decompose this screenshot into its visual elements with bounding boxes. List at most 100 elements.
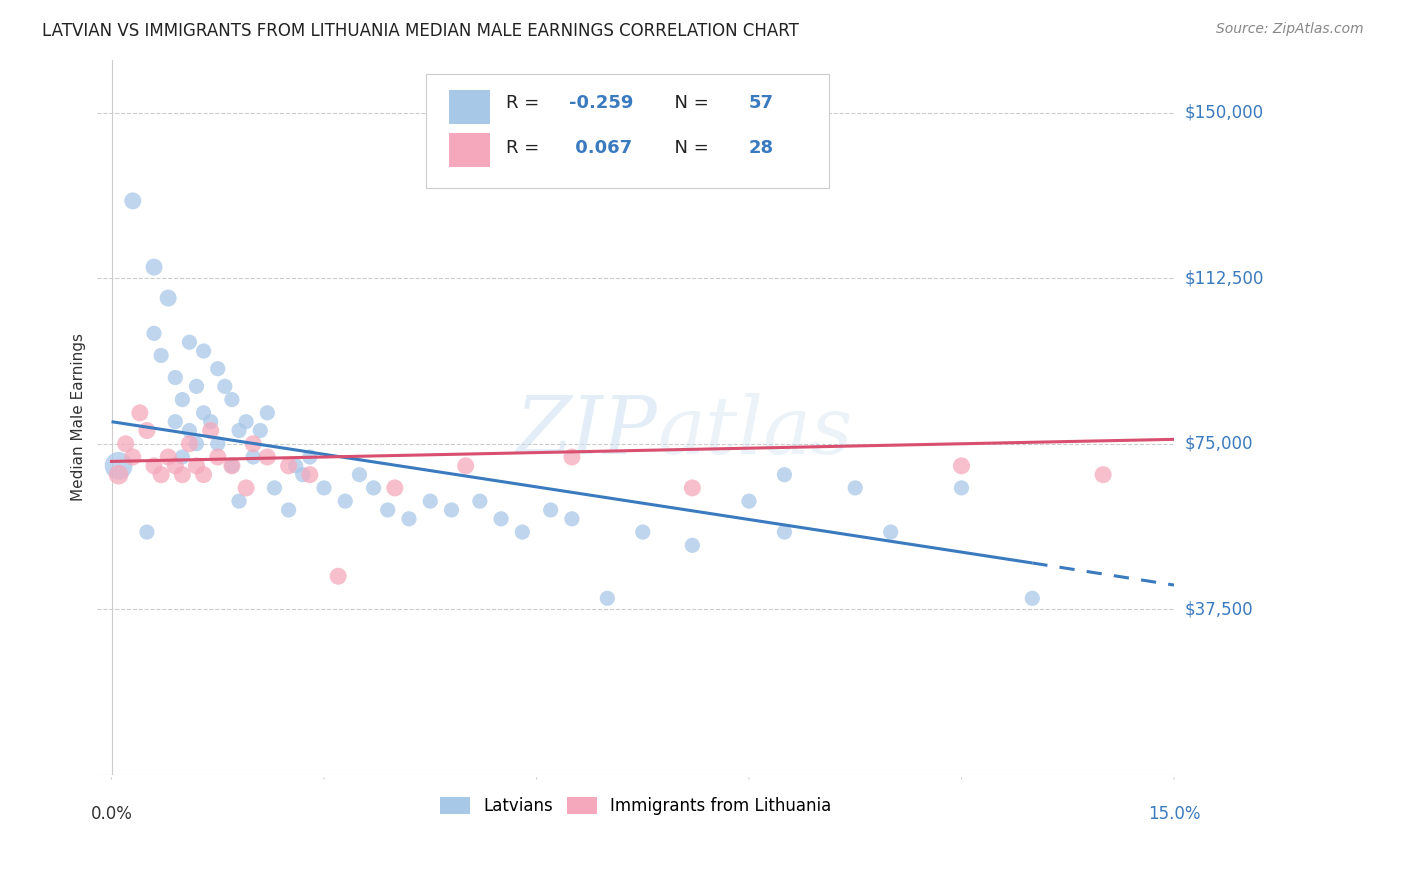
Text: N =: N = — [662, 94, 714, 112]
Point — [440, 503, 463, 517]
Point — [277, 458, 299, 473]
Point — [143, 260, 166, 274]
Point — [738, 494, 761, 508]
Point — [681, 481, 703, 495]
Text: R =: R = — [506, 138, 546, 157]
Point — [200, 415, 222, 429]
Point — [179, 335, 201, 350]
Point — [143, 326, 166, 341]
Point — [207, 436, 229, 450]
Point — [335, 494, 357, 508]
Text: $112,500: $112,500 — [1185, 269, 1264, 287]
Point — [193, 467, 215, 482]
Point — [419, 494, 441, 508]
Point — [312, 481, 335, 495]
Point — [200, 424, 222, 438]
Point — [143, 458, 166, 473]
Point — [136, 424, 159, 438]
Point — [186, 436, 208, 450]
FancyBboxPatch shape — [426, 74, 830, 188]
Point — [193, 406, 215, 420]
Point — [950, 458, 973, 473]
Point — [221, 458, 243, 473]
Point — [221, 392, 243, 407]
Point — [298, 450, 321, 464]
Point — [150, 467, 173, 482]
Text: 15.0%: 15.0% — [1147, 805, 1201, 823]
Text: $75,000: $75,000 — [1185, 434, 1254, 453]
Point — [235, 481, 257, 495]
Text: 57: 57 — [749, 94, 773, 112]
Point — [879, 524, 901, 539]
Point — [172, 467, 194, 482]
Point — [179, 436, 201, 450]
Point — [165, 370, 187, 384]
Point — [284, 458, 307, 473]
Point — [221, 458, 243, 473]
Text: $37,500: $37,500 — [1185, 600, 1254, 618]
Point — [454, 458, 477, 473]
Point — [157, 450, 180, 464]
Point — [107, 467, 129, 482]
Point — [228, 494, 250, 508]
Point — [844, 481, 866, 495]
Point — [540, 503, 562, 517]
Point — [596, 591, 619, 606]
Text: Source: ZipAtlas.com: Source: ZipAtlas.com — [1216, 22, 1364, 37]
Point — [179, 424, 201, 438]
Text: LATVIAN VS IMMIGRANTS FROM LITHUANIA MEDIAN MALE EARNINGS CORRELATION CHART: LATVIAN VS IMMIGRANTS FROM LITHUANIA MED… — [42, 22, 799, 40]
Point — [114, 436, 136, 450]
Point — [328, 569, 350, 583]
Legend: Latvians, Immigrants from Lithuania: Latvians, Immigrants from Lithuania — [436, 792, 837, 821]
Point — [165, 415, 187, 429]
Point — [512, 524, 534, 539]
Point — [228, 424, 250, 438]
Text: -0.259: -0.259 — [569, 94, 633, 112]
Point — [193, 344, 215, 359]
Text: 0.067: 0.067 — [569, 138, 633, 157]
Y-axis label: Median Male Earnings: Median Male Earnings — [72, 334, 86, 501]
Point — [1021, 591, 1043, 606]
Bar — [450, 89, 491, 124]
Point — [207, 361, 229, 376]
Point — [186, 379, 208, 393]
Point — [398, 512, 420, 526]
Point — [298, 467, 321, 482]
Point — [489, 512, 512, 526]
Text: atlas: atlas — [657, 392, 852, 470]
Point — [186, 458, 208, 473]
Point — [172, 450, 194, 464]
Text: R =: R = — [506, 94, 546, 112]
Point — [681, 538, 703, 552]
Point — [249, 424, 271, 438]
Point — [107, 458, 129, 473]
Point — [242, 450, 264, 464]
Text: 28: 28 — [749, 138, 773, 157]
Point — [207, 450, 229, 464]
Point — [277, 503, 299, 517]
Point — [384, 481, 406, 495]
Text: ZIP: ZIP — [516, 392, 657, 470]
Point — [1092, 467, 1115, 482]
Point — [256, 450, 278, 464]
Point — [773, 467, 796, 482]
Point — [349, 467, 371, 482]
Point — [561, 450, 583, 464]
Point — [136, 524, 159, 539]
Point — [561, 512, 583, 526]
Point — [242, 436, 264, 450]
Point — [121, 450, 143, 464]
Point — [631, 524, 654, 539]
Point — [363, 481, 385, 495]
Point — [377, 503, 399, 517]
Text: N =: N = — [662, 138, 714, 157]
Bar — [450, 133, 491, 167]
Point — [150, 348, 173, 362]
Point — [263, 481, 285, 495]
Point — [291, 467, 314, 482]
Point — [773, 524, 796, 539]
Point — [468, 494, 491, 508]
Point — [128, 406, 150, 420]
Point — [214, 379, 236, 393]
Point — [157, 291, 180, 305]
